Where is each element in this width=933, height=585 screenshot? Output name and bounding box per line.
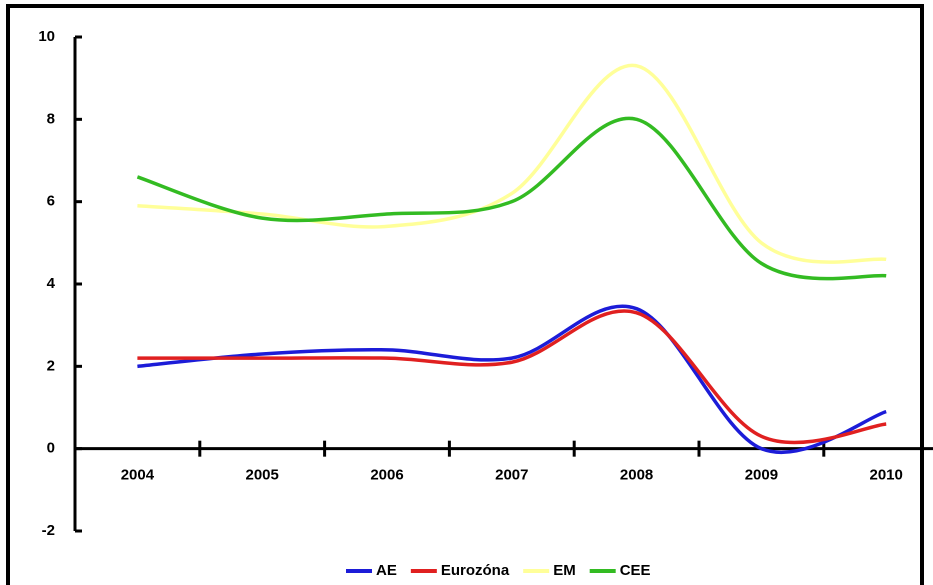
legend-label: CEE: [620, 562, 651, 579]
series-line: [137, 309, 887, 445]
x-tick-label: 2006: [370, 467, 403, 484]
x-tick-label: 2009: [745, 467, 778, 484]
x-tick-label: 2005: [246, 467, 279, 484]
y-tick-label: 2: [47, 357, 55, 374]
x-tick-label: 2007: [495, 467, 528, 484]
x-tick-label: 2010: [870, 467, 903, 484]
frame: [6, 4, 924, 585]
y-tick-label: 10: [38, 28, 55, 45]
x-tick-label: 2004: [121, 467, 155, 484]
series-line: [137, 304, 887, 455]
legend-label: AE: [376, 562, 397, 579]
y-tick-label: 4: [47, 275, 56, 292]
legend-label: Eurozóna: [441, 562, 510, 579]
y-tick-label: 8: [47, 110, 55, 127]
series-line: [136, 116, 887, 281]
x-tick-label: 2008: [620, 467, 653, 484]
y-tick-label: 6: [47, 193, 55, 210]
y-tick-label: 0: [47, 440, 55, 457]
series-line: [137, 63, 887, 264]
y-tick-label: -2: [42, 522, 55, 539]
legend-label: EM: [553, 562, 576, 579]
